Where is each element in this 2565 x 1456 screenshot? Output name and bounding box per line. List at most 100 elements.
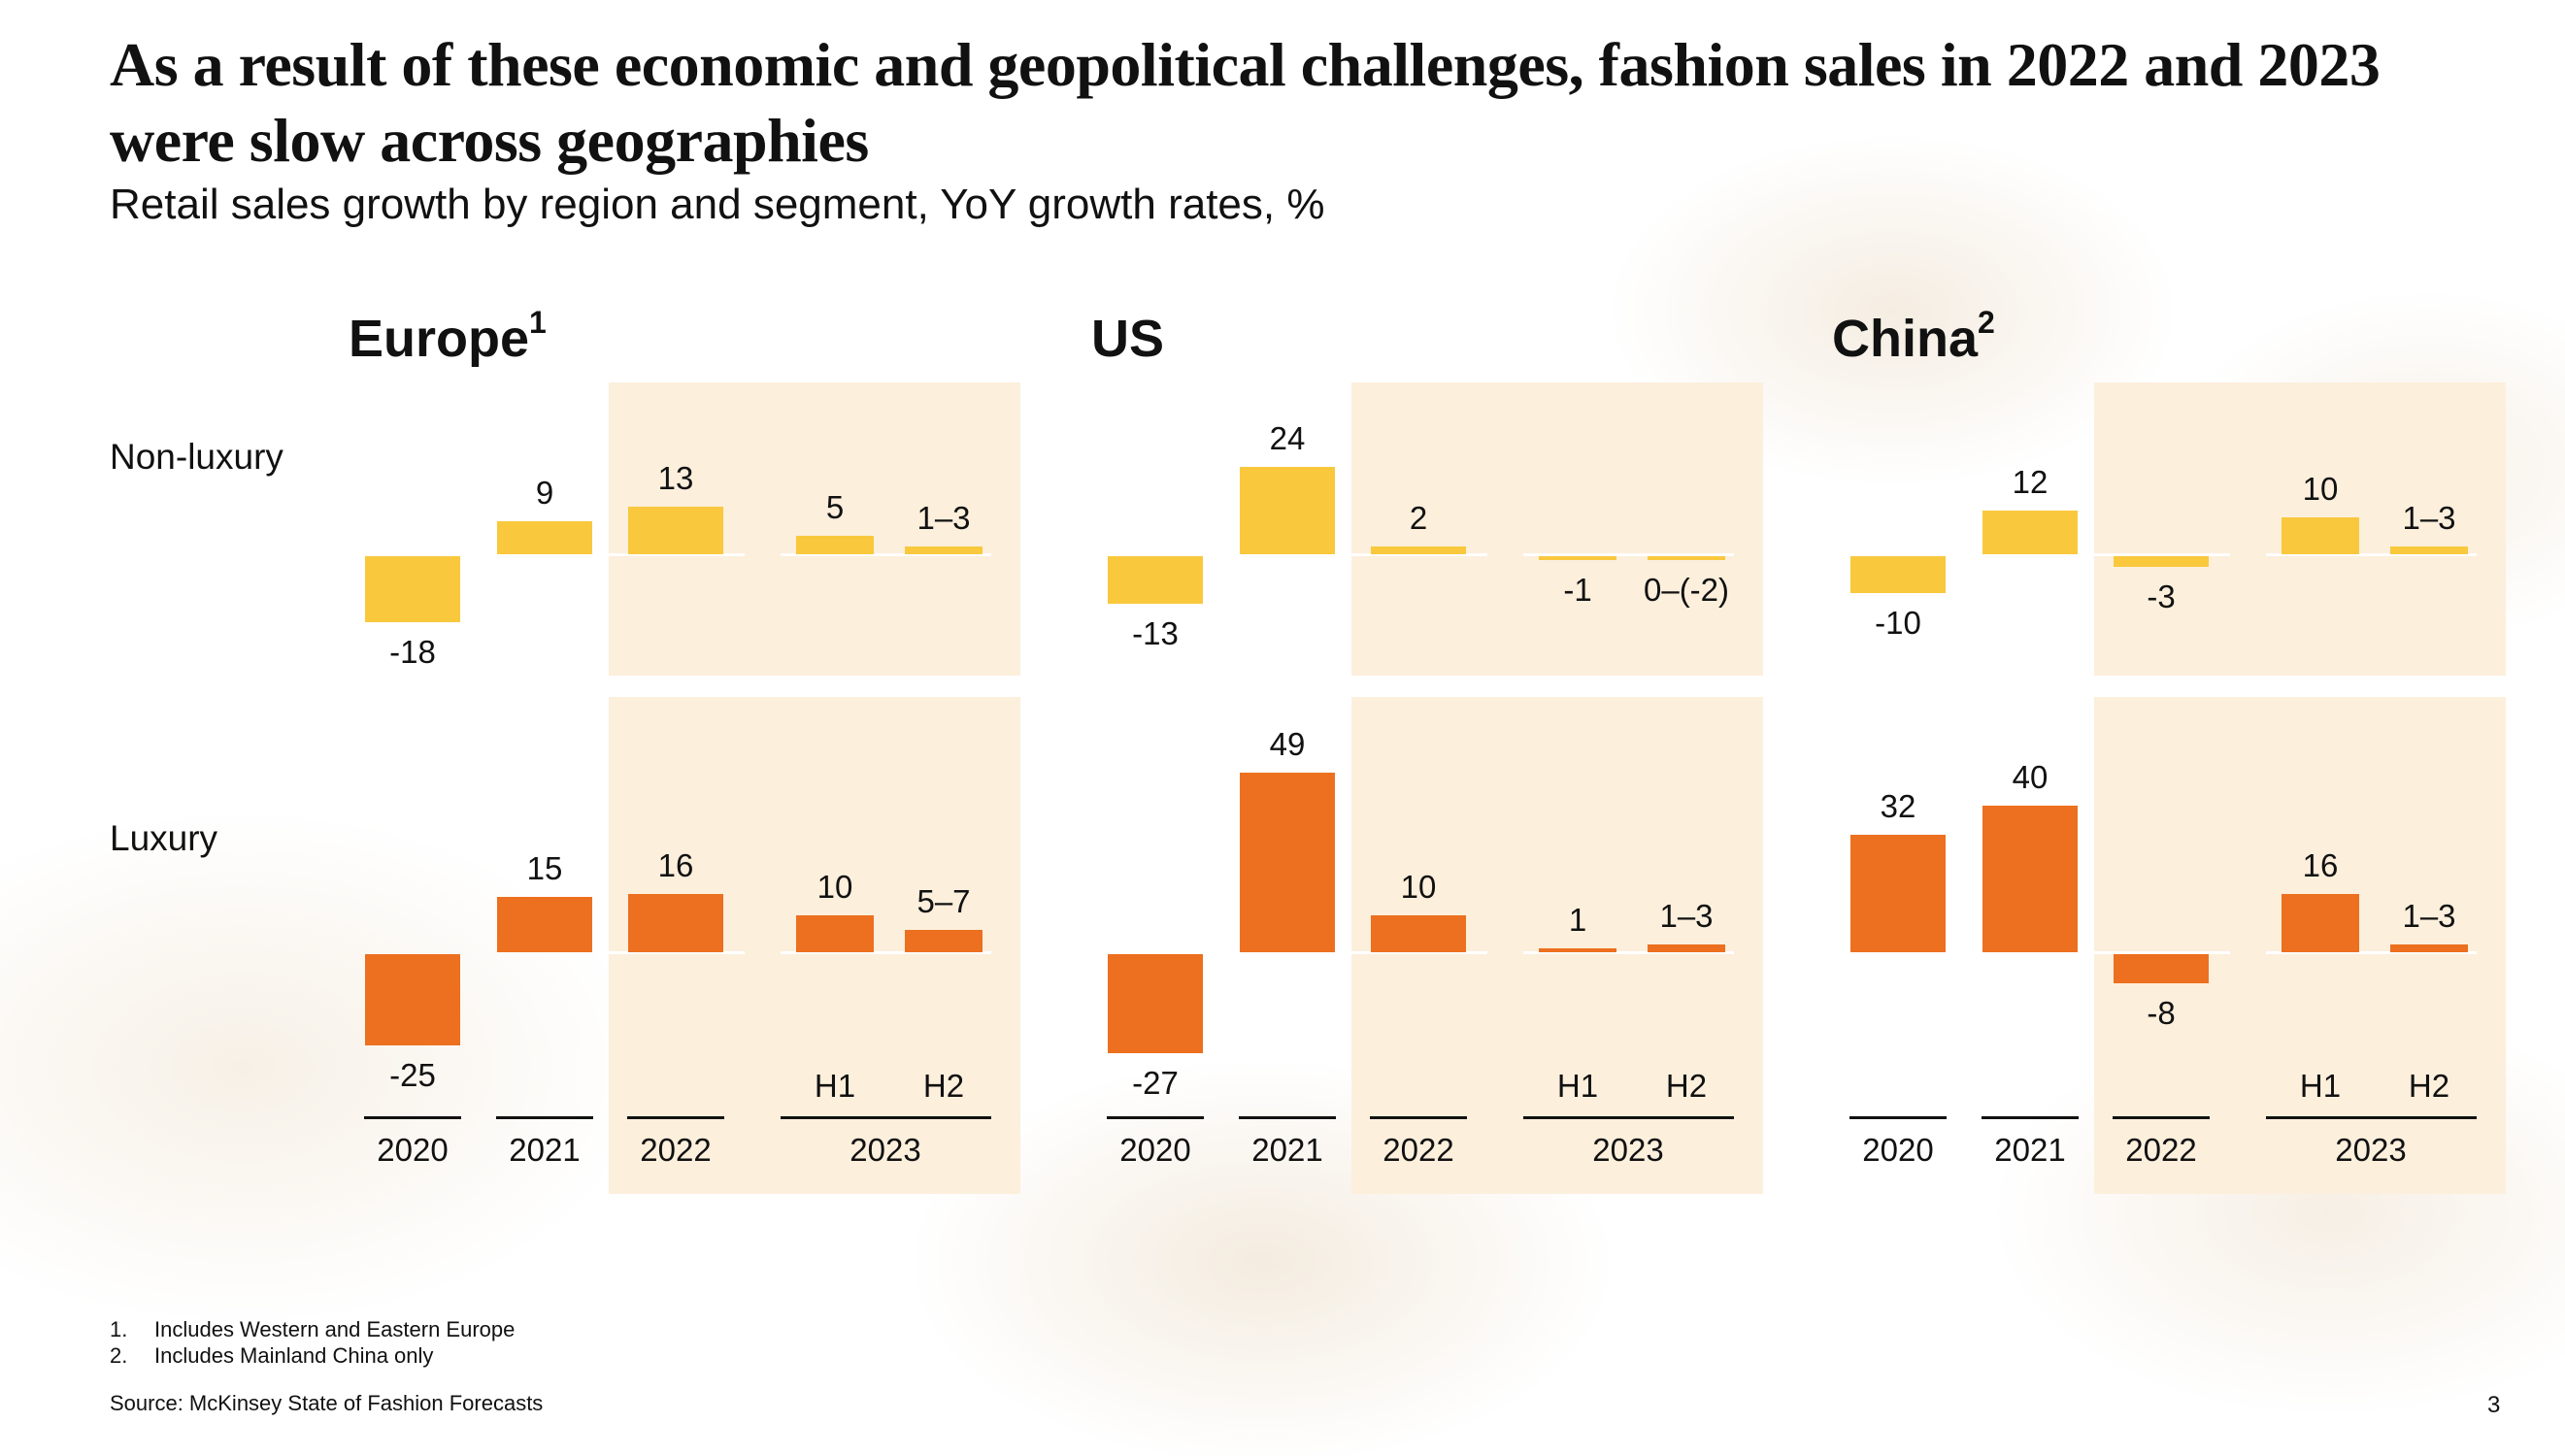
region-title-text: US	[1091, 310, 1165, 368]
us-value-label: 0–(-2)	[1643, 571, 1730, 608]
china-region-title: China2	[1832, 305, 1995, 369]
us-year-axis-line	[1523, 1116, 1734, 1119]
china-non-luxury-bar	[1850, 556, 1946, 593]
china-non-luxury-bar	[2390, 546, 2468, 554]
europe-value-label: 16	[657, 846, 694, 883]
europe-non-luxury-bar	[497, 521, 592, 554]
us-value-label: 49	[1269, 726, 1306, 763]
europe-non-luxury-bar	[628, 506, 723, 554]
us-year-axis-line	[1370, 1116, 1467, 1119]
row-label-non-luxury: Non-luxury	[110, 437, 283, 477]
europe-value-label: 10	[816, 869, 853, 906]
source-note: Source: McKinsey State of Fashion Foreca…	[110, 1391, 544, 1415]
china-year-label: 2020	[1862, 1132, 1934, 1168]
europe-value-label: 9	[535, 475, 554, 512]
us-half-label: H1	[1556, 1068, 1599, 1104]
europe-zero-line	[609, 951, 745, 954]
europe-non-luxury-bar	[365, 556, 460, 622]
us-non-luxury-bar	[1371, 546, 1466, 554]
china-value-label: 1–3	[2402, 500, 2456, 537]
china-non-luxury-bar	[1982, 510, 2078, 554]
europe-region-title: Europe1	[349, 305, 547, 369]
us-value-label: 1	[1568, 902, 1587, 939]
europe-luxury-bar	[497, 897, 592, 952]
europe-year-axis-line	[627, 1116, 724, 1119]
us-non-luxury-bar	[1539, 556, 1616, 560]
europe-year-axis-line	[496, 1116, 593, 1119]
china-zero-line	[2094, 951, 2230, 954]
china-value-label: 16	[2302, 846, 2339, 883]
europe-value-label: 5	[825, 489, 845, 526]
china-value-label: 1–3	[2402, 898, 2456, 935]
us-year-label: 2021	[1251, 1132, 1323, 1168]
europe-luxury-bar	[628, 893, 723, 952]
europe-zero-line	[781, 553, 991, 556]
europe-year-label: 2020	[377, 1132, 449, 1168]
europe-half-label: H1	[814, 1068, 856, 1104]
us-value-label: -27	[1132, 1064, 1179, 1101]
us-year-axis-line	[1107, 1116, 1204, 1119]
footnote-text: Includes Western and Eastern Europe	[154, 1317, 516, 1341]
china-year-axis-line	[1849, 1116, 1947, 1119]
china-zero-line	[2266, 553, 2477, 556]
footnote-2: 2. Includes Mainland China only	[110, 1343, 433, 1369]
us-value-label: -1	[1563, 571, 1592, 608]
europe-value-label: 13	[657, 459, 694, 496]
china-value-label: -3	[2147, 579, 2176, 615]
china-year-label: 2021	[1994, 1132, 2066, 1168]
europe-luxury-bar	[365, 954, 460, 1046]
china-value-label: -8	[2147, 995, 2176, 1032]
europe-zero-line	[609, 553, 745, 556]
footnote-mark: 1.	[110, 1317, 128, 1341]
us-non-luxury-bar	[1108, 556, 1203, 604]
china-value-label: -10	[1875, 604, 1921, 641]
us-year-axis-line	[1239, 1116, 1336, 1119]
us-zero-line	[1351, 951, 1487, 954]
china-luxury-bar	[2282, 893, 2359, 952]
china-luxury-bar	[1850, 835, 1946, 952]
us-value-label: 1–3	[1659, 898, 1714, 935]
us-value-label: -13	[1132, 615, 1179, 651]
europe-year-axis-line	[781, 1116, 991, 1119]
china-value-label: 12	[2012, 463, 2049, 500]
china-year-label: 2022	[2125, 1132, 2197, 1168]
us-year-label: 2022	[1382, 1132, 1454, 1168]
china-year-label: 2023	[2335, 1132, 2407, 1168]
china-half-label: H2	[2408, 1068, 2450, 1104]
china-non-luxury-bar	[2282, 517, 2359, 554]
europe-value-label: -18	[389, 633, 436, 670]
china-luxury-bar	[2390, 944, 2468, 952]
europe-non-luxury-bar	[905, 546, 983, 554]
us-highlight-panel-top	[1351, 382, 1763, 676]
us-luxury-bar	[1648, 944, 1725, 952]
china-luxury-bar	[2114, 954, 2209, 984]
europe-value-label: 5–7	[916, 883, 971, 920]
china-half-label: H1	[2299, 1068, 2342, 1104]
us-value-label: 24	[1269, 419, 1306, 456]
region-title-text: China	[1832, 310, 1979, 368]
europe-non-luxury-bar	[796, 536, 874, 554]
us-half-label: H2	[1665, 1068, 1708, 1104]
us-luxury-bar	[1539, 948, 1616, 952]
europe-zero-line	[781, 951, 991, 954]
china-zero-line	[2266, 951, 2477, 954]
china-year-axis-line	[2113, 1116, 2210, 1119]
slide-subtitle: Retail sales growth by region and segmen…	[110, 181, 1325, 228]
china-zero-line	[2094, 553, 2230, 556]
europe-luxury-bar	[905, 930, 983, 952]
us-zero-line	[1523, 553, 1734, 556]
footnote-mark: 2	[1978, 305, 1995, 340]
europe-year-axis-line	[364, 1116, 461, 1119]
china-value-label: 10	[2302, 471, 2339, 508]
us-value-label: 10	[1400, 869, 1437, 906]
europe-year-label: 2021	[509, 1132, 581, 1168]
us-luxury-bar	[1371, 915, 1466, 952]
footnote-text: Includes Mainland China only	[154, 1343, 434, 1368]
us-zero-line	[1523, 951, 1734, 954]
europe-half-label: H2	[922, 1068, 965, 1104]
europe-value-label: -25	[389, 1057, 436, 1094]
us-zero-line	[1351, 553, 1487, 556]
footnote-mark: 1	[529, 305, 547, 340]
row-label-luxury: Luxury	[110, 818, 218, 858]
us-luxury-bar	[1108, 954, 1203, 1053]
